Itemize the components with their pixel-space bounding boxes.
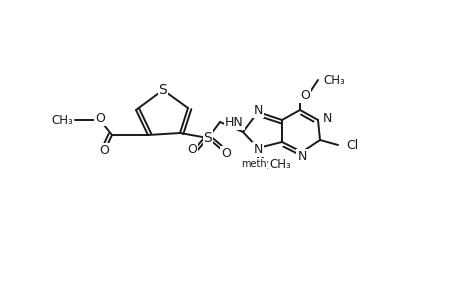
Text: HN: HN — [224, 116, 243, 128]
Text: S: S — [203, 131, 212, 145]
Text: O: O — [299, 88, 309, 101]
Text: N: N — [253, 103, 262, 116]
Text: O: O — [221, 146, 230, 160]
Text: O: O — [99, 143, 109, 157]
Text: Cl: Cl — [345, 139, 358, 152]
Text: N: N — [322, 112, 332, 124]
Text: CH₃: CH₃ — [322, 74, 344, 86]
Text: O: O — [187, 142, 196, 155]
Text: N: N — [253, 142, 262, 155]
Text: CH₃: CH₃ — [51, 113, 73, 127]
Text: methyl: methyl — [241, 159, 274, 169]
Text: O: O — [95, 112, 105, 124]
Text: N: N — [297, 149, 306, 163]
Text: CH₃: CH₃ — [269, 158, 290, 170]
Text: S: S — [158, 83, 167, 97]
